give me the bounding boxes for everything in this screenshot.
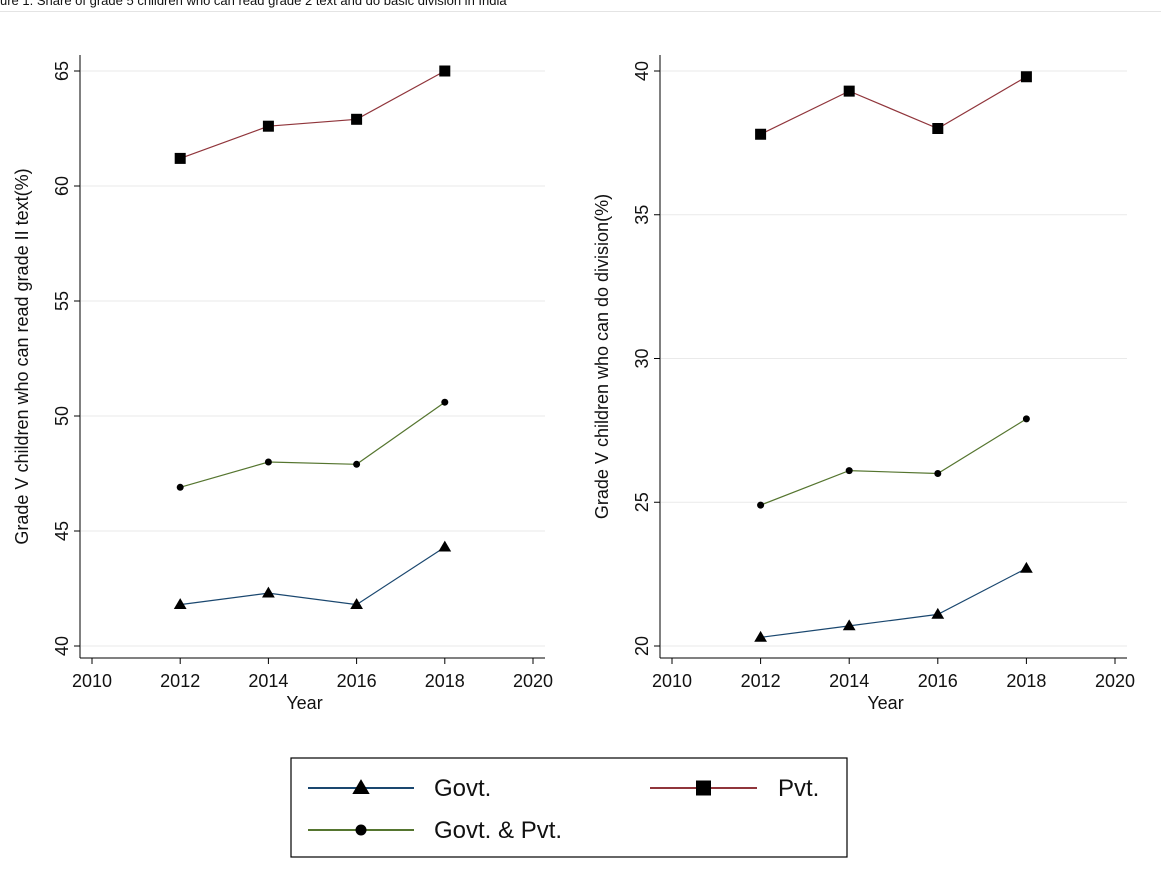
data-point-both <box>934 470 942 477</box>
x-tick-label: 2020 <box>1095 671 1135 691</box>
y-tick-label: 60 <box>52 176 72 196</box>
x-tick-label: 2012 <box>160 671 200 691</box>
data-point-both <box>845 467 853 475</box>
x-axis-title: Year <box>286 693 322 713</box>
figure-caption: ure 1. Share of grade 5 children who can… <box>0 0 1161 12</box>
x-tick-label: 2014 <box>248 671 288 691</box>
division-chart-panel: 20 25 30 35 40 2010 2012 2014 2016 2018 2020 Year Gr… <box>592 55 1135 713</box>
x-tick-label: 2018 <box>1006 671 1046 691</box>
legend-label-govt: Govt. <box>434 775 491 802</box>
x-tick-label: 2018 <box>425 671 465 691</box>
data-point-both <box>264 458 272 466</box>
x-tick-label: 2016 <box>918 671 958 691</box>
data-point-pvt <box>439 65 451 77</box>
data-point-govt <box>842 619 856 631</box>
x-tick-label: 2020 <box>513 671 553 691</box>
data-point-pvt <box>932 123 944 134</box>
data-point-both <box>757 501 765 509</box>
data-point-govt <box>262 586 275 598</box>
y-tick-label: 25 <box>632 492 652 512</box>
data-point-pvt <box>755 128 767 140</box>
y-tick-label: 55 <box>52 291 72 311</box>
data-point-govt <box>438 540 452 552</box>
data-point-govt <box>350 598 363 609</box>
data-point-govt <box>931 607 945 619</box>
data-point-both <box>176 483 184 491</box>
legend-box <box>290 757 848 858</box>
legend-label-both: Govt. & Pvt. <box>434 817 562 844</box>
data-point-both <box>353 460 361 468</box>
y-axis-title: Grade V children who can do division(%) <box>592 194 612 519</box>
y-tick-label: 40 <box>632 61 652 81</box>
legend-marker-both <box>355 824 367 836</box>
x-tick-label: 2016 <box>337 671 377 691</box>
chart-legend: Govt. Pvt. Govt. & Pvt. <box>290 757 848 858</box>
data-point-govt <box>754 630 767 642</box>
legend-marker-govt <box>352 779 370 794</box>
reading-chart-panel: 40 45 50 55 60 65 2010 2012 2014 2016 2018 2020 Year… <box>12 55 553 713</box>
x-tick-label: 2010 <box>72 671 112 691</box>
y-tick-label: 40 <box>52 636 72 656</box>
data-point-pvt <box>174 152 186 164</box>
data-point-pvt <box>843 85 855 97</box>
y-tick-label: 20 <box>632 636 652 656</box>
y-axis-title: Grade V children who can read grade II t… <box>12 168 32 544</box>
data-point-pvt <box>262 120 274 132</box>
y-tick-label: 35 <box>632 205 652 225</box>
y-tick-label: 45 <box>52 521 72 541</box>
series-line-both <box>760 418 1027 506</box>
data-point-both <box>441 398 449 406</box>
x-tick-label: 2012 <box>741 671 781 691</box>
series-line-pvt <box>179 70 446 159</box>
legend-label-pvt: Pvt. <box>778 775 819 802</box>
data-point-pvt <box>1020 71 1032 83</box>
series-line-both <box>180 401 446 488</box>
series-line-pvt <box>760 76 1027 135</box>
data-point-govt <box>1020 561 1033 573</box>
data-point-pvt <box>351 113 363 125</box>
series-line-govt <box>180 546 446 606</box>
x-axis-title: Year <box>867 693 903 713</box>
y-tick-label: 30 <box>632 348 652 368</box>
y-tick-label: 65 <box>52 61 72 81</box>
x-tick-label: 2014 <box>829 671 869 691</box>
x-tick-label: 2010 <box>652 671 692 691</box>
y-tick-label: 50 <box>52 406 72 426</box>
series-line-govt <box>760 567 1027 638</box>
legend-marker-pvt <box>696 780 711 796</box>
data-point-both <box>1022 415 1030 423</box>
data-point-govt <box>173 598 187 609</box>
